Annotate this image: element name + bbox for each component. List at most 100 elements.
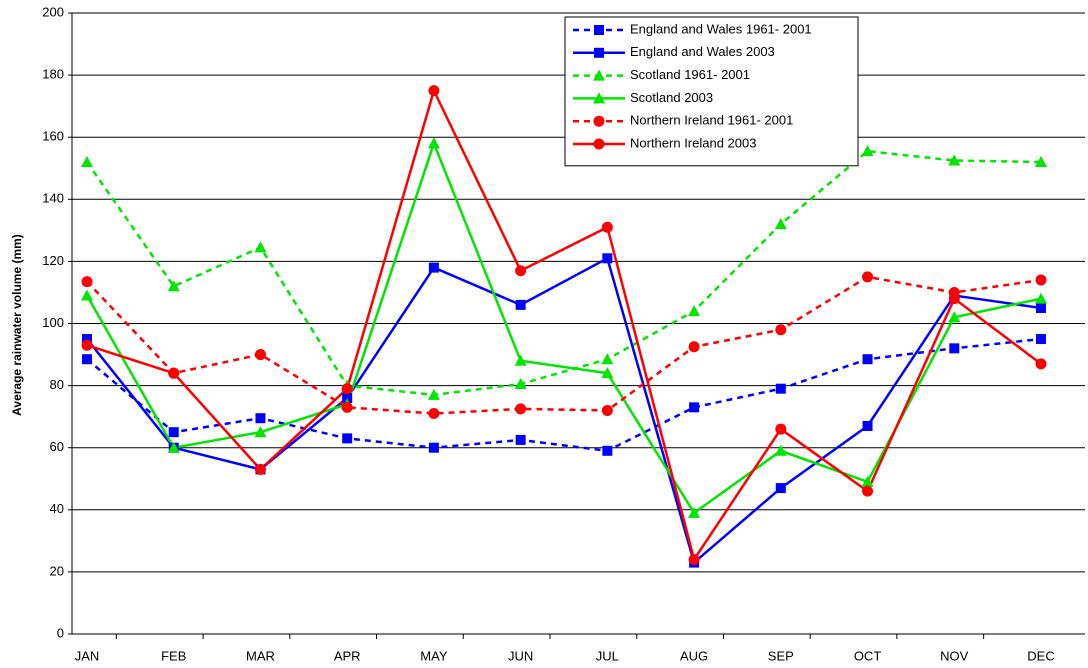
marker: [515, 299, 526, 310]
marker: [428, 85, 440, 97]
series-line: [85, 149, 1042, 397]
marker: [602, 445, 613, 456]
y-tick-label: 80: [50, 377, 64, 392]
marker: [593, 115, 605, 127]
y-tick-label: 0: [57, 625, 64, 640]
y-axis-label: Average rainwater volume (mm): [10, 234, 24, 416]
marker: [861, 475, 874, 487]
series-line: [86, 87, 1042, 563]
marker: [167, 280, 180, 292]
x-tick-label: JUL: [596, 648, 619, 663]
marker: [689, 402, 700, 413]
marker: [514, 378, 527, 390]
legend-label: England and Wales 2003: [630, 44, 775, 59]
y-tick-label: 140: [42, 191, 64, 206]
marker: [862, 420, 873, 431]
marker: [862, 485, 874, 497]
marker: [601, 404, 613, 416]
marker: [254, 463, 266, 475]
series-line: [86, 256, 1042, 565]
y-tick-label: 160: [42, 129, 64, 144]
y-tick-label: 120: [42, 253, 64, 268]
marker: [515, 434, 526, 445]
series-line: [85, 139, 1042, 515]
y-tick-label: 60: [50, 439, 64, 454]
marker: [341, 401, 353, 413]
x-tick-label: AUG: [680, 648, 708, 663]
marker: [775, 423, 787, 435]
marker: [428, 408, 440, 420]
marker: [1036, 334, 1046, 345]
y-tick-label: 40: [50, 501, 64, 516]
marker: [341, 383, 353, 395]
marker: [601, 367, 614, 379]
marker: [949, 343, 960, 354]
marker: [601, 221, 613, 233]
x-tick-label: JAN: [75, 648, 100, 663]
marker: [428, 262, 439, 273]
marker: [948, 293, 960, 305]
x-tick-label: MAY: [420, 648, 448, 663]
legend-label: Scotland 2003: [630, 90, 713, 105]
marker: [688, 553, 700, 565]
marker: [81, 339, 93, 351]
marker: [342, 393, 353, 404]
marker: [254, 349, 266, 361]
y-tick-label: 100: [42, 315, 64, 330]
marker: [948, 311, 961, 323]
marker: [81, 156, 93, 168]
marker: [81, 289, 93, 301]
marker: [82, 354, 92, 365]
marker: [601, 353, 614, 365]
x-tick-label: NOV: [940, 648, 969, 663]
x-tick-label: FEB: [161, 648, 186, 663]
x-tick-label: APR: [334, 648, 361, 663]
marker: [775, 324, 787, 336]
marker: [862, 354, 873, 365]
y-tick-label: 200: [42, 4, 64, 19]
x-tick-label: JUN: [508, 648, 533, 663]
legend-label: Northern Ireland 1961- 2001: [630, 113, 793, 128]
marker: [688, 506, 701, 518]
marker: [593, 92, 605, 104]
marker: [602, 253, 613, 264]
marker: [427, 137, 440, 149]
marker: [1035, 156, 1047, 168]
x-tick-label: MAR: [246, 648, 275, 663]
legend-label: Scotland 1961- 2001: [630, 67, 750, 82]
marker: [254, 426, 267, 438]
y-tick-label: 20: [50, 563, 64, 578]
marker: [427, 388, 440, 400]
marker: [593, 69, 605, 81]
marker: [862, 271, 874, 283]
legend-box: [564, 16, 859, 167]
marker: [688, 305, 701, 317]
marker: [594, 25, 604, 35]
series-line: [86, 275, 1042, 415]
x-tick-label: DEC: [1027, 648, 1054, 663]
marker: [775, 383, 786, 394]
marker: [515, 265, 527, 277]
marker: [255, 413, 266, 424]
marker: [775, 483, 786, 494]
x-tick-label: SEP: [768, 648, 794, 663]
marker: [774, 444, 787, 456]
marker: [514, 354, 527, 366]
legend-label: Northern Ireland 2003: [630, 135, 756, 150]
x-tick-label: OCT: [854, 648, 882, 663]
marker: [1035, 358, 1047, 370]
marker: [688, 341, 700, 353]
marker: [82, 334, 92, 345]
marker: [81, 276, 93, 288]
marker: [1035, 274, 1047, 286]
marker: [167, 441, 180, 453]
marker: [594, 47, 604, 58]
marker: [593, 138, 605, 150]
legend: England and Wales 1961- 2001 England and …: [564, 16, 859, 167]
legend-label: England and Wales 1961- 2001: [630, 21, 812, 36]
marker: [168, 367, 180, 379]
marker: [948, 154, 961, 166]
marker: [254, 241, 267, 253]
marker: [861, 145, 874, 157]
